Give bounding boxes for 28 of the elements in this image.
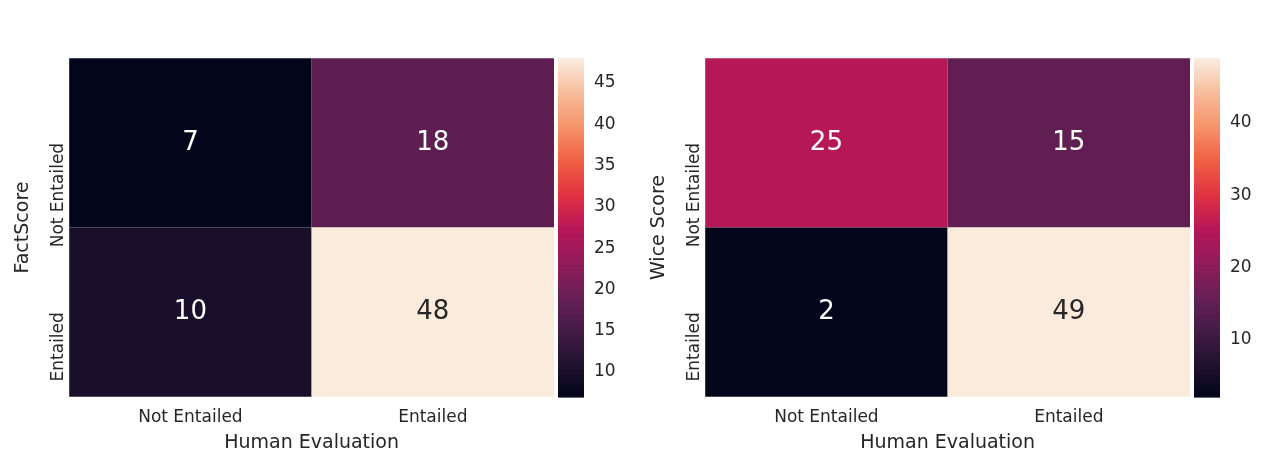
color-bar-label: 30 (594, 195, 616, 216)
color-bar-label: 10 (594, 360, 616, 381)
y-axis-title: Wice Score (646, 174, 669, 281)
color-bar-label: 40 (594, 112, 616, 133)
color-bar-label: 20 (594, 277, 616, 298)
data-label: 48 (416, 294, 450, 325)
data-label: 25 (809, 125, 843, 156)
color-bar-label: 25 (594, 236, 616, 257)
data-label: 10 (173, 294, 207, 325)
color-bar-label: 40 (1230, 111, 1252, 132)
data-label: 49 (1052, 294, 1086, 325)
color-bar-label: 20 (1230, 255, 1252, 276)
x-tick-label: Entailed (1034, 406, 1104, 427)
color-bar-label: 45 (594, 71, 616, 92)
x-tick-label: Not Entailed (774, 406, 879, 427)
x-tick-label: Not Entailed (138, 406, 243, 427)
data-label: 18 (416, 125, 450, 156)
color-bar-label: 30 (1230, 183, 1252, 204)
x-tick-label: Entailed (398, 406, 468, 427)
data-label: 15 (1052, 125, 1086, 156)
x-axis-title: Human Evaluation (860, 429, 1036, 452)
data-label: 7 (182, 125, 199, 156)
data-label: 2 (818, 294, 835, 325)
x-axis-title: Human Evaluation (224, 429, 400, 452)
color-bar-label: 15 (594, 319, 616, 340)
color-bar-label: 35 (594, 153, 616, 174)
y-axis-title: FactScore (10, 181, 33, 274)
color-bar-label: 10 (1230, 327, 1252, 348)
